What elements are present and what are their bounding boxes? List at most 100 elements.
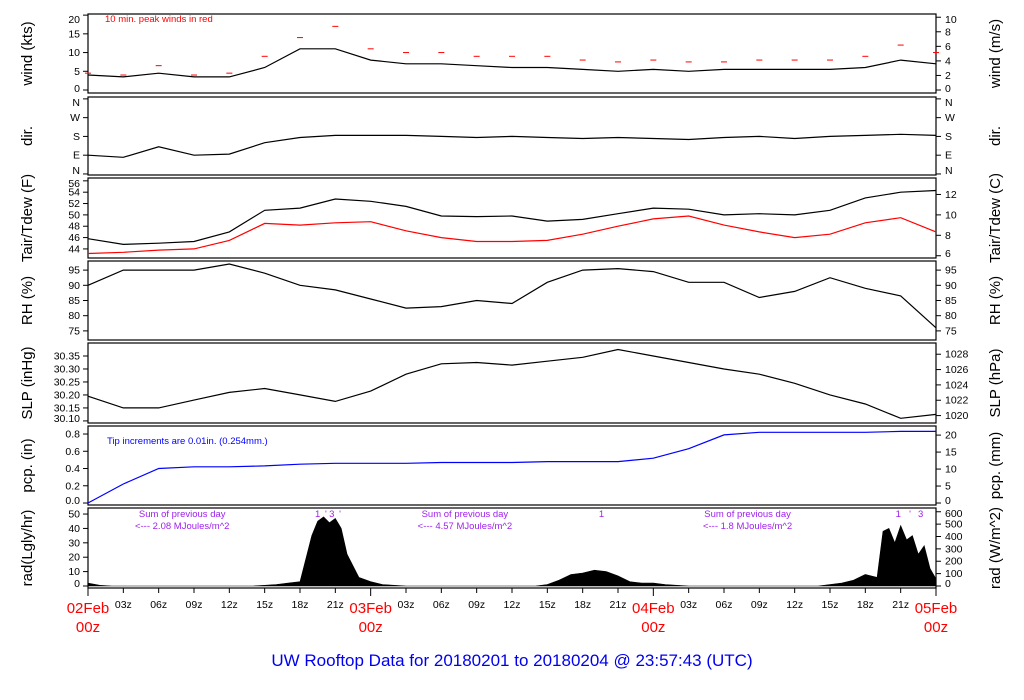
slp-right-tick-label: 1028: [945, 349, 969, 361]
dir-left-tick-label: S: [73, 131, 80, 143]
rad-left-tick-label: 30: [68, 537, 80, 549]
rh-right-tick-label: 95: [945, 265, 957, 277]
dir-left-tick-label: E: [73, 150, 80, 162]
temp-left-tick-label: 56: [68, 178, 80, 190]
rad-right-tick-label: 600: [945, 508, 963, 520]
x-day-sublabel: 00z: [641, 619, 665, 636]
x-day-label: 04Feb: [632, 600, 675, 617]
rad-sum-label: Sum of previous day: [422, 509, 509, 520]
wind-right-tick-label: 4: [945, 55, 951, 67]
rh-right-tick-label: 80: [945, 310, 957, 322]
slp-left-axis-label: SLP (inHg): [19, 346, 36, 419]
x-day-sublabel: 00z: [76, 619, 100, 636]
dir-left-axis-label: dir.: [19, 126, 36, 146]
chart-title: UW Rooftop Data for 20180201 to 20180204…: [271, 651, 752, 670]
pcp-right-tick-label: 10: [945, 464, 957, 476]
wind-right-tick-label: 10: [945, 14, 957, 26]
dir-left-tick-label: N: [72, 165, 80, 177]
dir-right-tick-label: S: [945, 131, 952, 143]
pcp-left-tick-label: 0.6: [65, 446, 80, 458]
rad-marker: 3: [918, 509, 923, 520]
x-hour-tick-label: 03z: [680, 599, 697, 611]
rad-marker: 3: [329, 509, 334, 520]
temp-left-tick-label: 50: [68, 209, 80, 221]
x-day-sublabel: 00z: [924, 619, 948, 636]
pcp-left-tick-label: 0.2: [65, 480, 80, 492]
wind-left-tick-label: 10: [68, 47, 80, 59]
x-hour-tick-label: 15z: [539, 599, 556, 611]
pcp-left-axis-label: pcp. (in): [19, 438, 36, 492]
x-hour-tick-label: 21z: [892, 599, 909, 611]
x-hour-tick-label: 09z: [186, 599, 203, 611]
x-hour-tick-label: 18z: [574, 599, 591, 611]
rad-area-radiation: [87, 516, 937, 587]
temp-series-tair: [87, 189, 937, 246]
pcp-left-tick-label: 0.4: [65, 463, 80, 475]
x-day-label: 03Feb: [349, 600, 392, 617]
rh-left-tick-label: 80: [68, 310, 80, 322]
rh-left-axis-label: RH (%): [19, 276, 36, 325]
rad-right-tick-label: 300: [945, 543, 963, 555]
dir-right-tick-label: W: [945, 112, 955, 124]
wind-right-tick-label: 2: [945, 70, 951, 82]
x-hour-tick-label: 21z: [327, 599, 344, 611]
rh-left-tick-label: 75: [68, 325, 80, 337]
temp-series-tdew: [87, 215, 937, 255]
pcp-right-tick-label: 15: [945, 447, 957, 459]
x-hour-tick-label: 03z: [115, 599, 132, 611]
rad-right-tick-label: 400: [945, 531, 963, 543]
x-hour-tick-label: 09z: [751, 599, 768, 611]
rad-marker: ': [339, 509, 341, 520]
rad-left-tick-label: 10: [68, 566, 80, 578]
x-hour-tick-label: 12z: [221, 599, 238, 611]
x-hour-tick-label: 06z: [716, 599, 733, 611]
slp-right-tick-label: 1024: [945, 379, 969, 391]
slp-left-tick-label: 30.20: [54, 389, 80, 401]
rh-series-rh: [87, 263, 937, 329]
pcp-left-tick-label: 0.0: [65, 495, 80, 507]
temp-left-tick-label: 48: [68, 221, 80, 233]
slp-left-tick-label: 30.30: [54, 363, 80, 375]
dir-right-tick-label: E: [945, 150, 952, 162]
rad-left-axis-label: rad(Lgly/hr): [19, 510, 36, 587]
rad-right-tick-label: 500: [945, 519, 963, 531]
temp-left-tick-label: 44: [68, 243, 80, 255]
rad-left-tick-label: 20: [68, 552, 80, 564]
temp-left-tick-label: 54: [68, 187, 80, 199]
rad-right-tick-label: 100: [945, 568, 963, 580]
temp-left-axis-label: Tair/Tdew (F): [19, 174, 36, 262]
rad-marker: 1: [599, 509, 604, 520]
rad-marker: ': [325, 509, 327, 520]
x-hour-tick-label: 15z: [822, 599, 839, 611]
slp-left-tick-label: 30.35: [54, 350, 80, 362]
wind-right-tick-label: 8: [945, 26, 951, 38]
dir-left-tick-label: N: [72, 97, 80, 109]
x-hour-tick-label: 12z: [786, 599, 803, 611]
slp-series-slp: [87, 348, 937, 419]
wind-left-tick-label: 5: [74, 66, 80, 78]
rh-right-tick-label: 75: [945, 325, 957, 337]
x-hour-tick-label: 18z: [857, 599, 874, 611]
slp-right-tick-label: 1020: [945, 410, 969, 422]
pcp-legend-text: Tip increments are 0.01in. (0.254mm.): [107, 436, 268, 447]
wind-left-axis-label: wind (kts): [19, 21, 36, 86]
wind-legend-text: 10 min. peak winds in red: [105, 14, 213, 25]
temp-right-tick-label: 8: [945, 230, 951, 242]
x-hour-tick-label: 03z: [398, 599, 415, 611]
dir-series-direction: [87, 133, 937, 158]
rad-marker: 1: [896, 509, 901, 520]
temp-left-tick-label: 46: [68, 232, 80, 244]
slp-right-tick-label: 1026: [945, 364, 969, 376]
slp-left-tick-label: 30.15: [54, 402, 80, 414]
rad-right-axis-label: rad (W/m^2): [987, 507, 1004, 589]
dir-right-tick-label: N: [945, 97, 953, 109]
slp-right-axis-label: SLP (hPa): [987, 349, 1004, 418]
pcp-right-tick-label: 0: [945, 495, 951, 507]
rad-sum-value: <--- 2.08 MJoules/m^2: [135, 521, 229, 532]
wind-left-tick-label: 0: [74, 83, 80, 95]
rh-right-tick-label: 85: [945, 295, 957, 307]
rad-sum-value: <--- 4.57 MJoules/m^2: [418, 521, 512, 532]
slp-left-tick-label: 30.10: [54, 413, 80, 425]
pcp-right-axis-label: pcp. (mm): [987, 432, 1004, 500]
rad-sum-label: Sum of previous day: [139, 509, 226, 520]
